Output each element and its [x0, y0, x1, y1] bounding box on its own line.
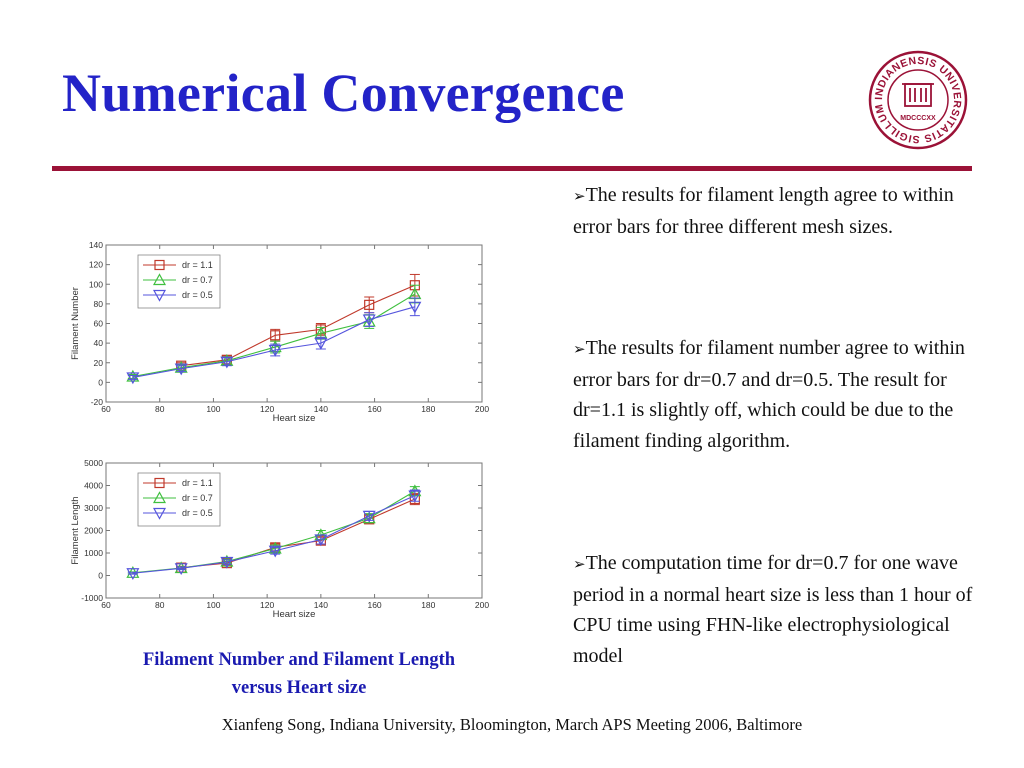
filament-number-chart: -20 0 20 40 60 80 100 120 140 60 80 100 120 140 160 180…: [62, 235, 502, 425]
x-tick-label: 100: [206, 404, 220, 414]
x-tick-label: 120: [260, 600, 274, 610]
bullet-2: ➢The results for filament number agree t…: [573, 333, 993, 456]
legend-label: dr = 0.7: [182, 275, 213, 285]
legend-box: [137, 472, 221, 527]
y-tick-label: 0: [98, 571, 103, 581]
data-point: [174, 360, 188, 373]
bullet-2-text: The results for filament number agree to…: [573, 337, 965, 452]
data-point: [364, 299, 375, 310]
y-axis-label: Filament Number: [70, 287, 81, 360]
data-point: [268, 344, 282, 357]
seal-ring-text: INDIANENSIS UNIVERSITATIS SIGILLUM: [873, 55, 963, 145]
legend-label: dr = 0.5: [182, 508, 213, 518]
y-axis-label: Filament Length: [70, 496, 81, 564]
legend-box: [137, 254, 221, 309]
x-tick-label: 180: [421, 404, 435, 414]
x-tick-label: 60: [101, 600, 111, 610]
data-point: [314, 338, 328, 350]
series-3: [126, 297, 422, 385]
y-tick-label: 4000: [84, 481, 103, 491]
legend-marker: [152, 273, 167, 286]
seal-emblem-icon: [902, 83, 934, 107]
y-tick-label: -20: [91, 397, 104, 407]
data-point: [362, 314, 376, 327]
x-tick-label: 80: [155, 404, 165, 414]
seal-outer-ring: [868, 50, 968, 150]
bullet-arrow-icon: ➢: [573, 555, 586, 573]
y-tick-label: 0: [98, 377, 103, 387]
seal-ring-textpath: INDIANENSIS UNIVERSITATIS SIGILLUM: [873, 55, 963, 145]
series-3: [126, 489, 422, 580]
x-tick-label: 120: [260, 404, 274, 414]
bullet-arrow-icon: ➢: [573, 187, 586, 205]
y-tick-label: 120: [89, 260, 103, 270]
series-line: [181, 498, 416, 569]
y-tick-label: 80: [94, 299, 104, 309]
bullet-3-text: The computation time for dr=0.7 for one …: [573, 552, 973, 667]
x-tick-label: 160: [367, 404, 381, 414]
filament-length-chart: -1000 0 1000 2000 3000 4000 5000 60 80 100 120 140 1…: [62, 453, 502, 625]
y-tick-label: 5000: [84, 458, 103, 468]
x-tick-label: 200: [475, 404, 489, 414]
legend-marker: [154, 477, 165, 489]
seal-year-text: MDCCCXX: [900, 115, 936, 122]
data-point: [270, 330, 281, 341]
data-point: [408, 301, 422, 314]
legend-label: dr = 1.1: [182, 478, 213, 488]
bullet-3: ➢The computation time for dr=0.7 for one…: [573, 548, 993, 671]
bullet-1-text: The results for filament length agree to…: [573, 184, 954, 238]
data-point: [220, 556, 234, 569]
legend-marker: [154, 259, 165, 271]
y-tick-label: 100: [89, 279, 103, 289]
legend-label: dr = 0.5: [182, 290, 213, 300]
x-tick-label: 80: [155, 600, 165, 610]
figure-caption: Filament Number and Filament Length vers…: [100, 646, 498, 702]
x-tick-label: 140: [314, 404, 328, 414]
x-tick-label: 60: [101, 404, 111, 414]
data-point: [362, 510, 376, 523]
y-tick-label: 60: [94, 319, 104, 329]
y-tick-label: 1000: [84, 548, 103, 558]
chart-background: [62, 453, 502, 625]
y-tick-label: 2000: [84, 526, 103, 536]
legend-label: dr = 1.1: [182, 260, 213, 270]
legend-marker: [152, 507, 167, 520]
y-tick-label: 20: [94, 358, 104, 368]
data-point: [314, 534, 328, 547]
legend-marker: [152, 289, 167, 302]
data-point: [220, 356, 234, 369]
university-seal-icon: INDIANENSIS UNIVERSITATIS SIGILLUM MDCCC…: [868, 50, 968, 150]
title-divider: [52, 166, 972, 171]
caption-line-1: Filament Number and Filament Length: [142, 650, 456, 670]
x-tick-label: 180: [421, 600, 435, 610]
chart-background: [62, 235, 502, 425]
x-tick-label: 100: [206, 600, 220, 610]
bullet-1: ➢The results for filament length agree t…: [573, 180, 993, 242]
x-axis-label: Heart size: [273, 413, 316, 424]
data-point: [126, 568, 140, 580]
data-point: [268, 545, 282, 558]
slide-footer: Xianfeng Song, Indiana University, Bloom…: [221, 715, 803, 734]
data-point: [174, 363, 188, 376]
x-tick-label: 160: [367, 600, 381, 610]
x-tick-label: 140: [314, 600, 328, 610]
data-point: [408, 490, 422, 503]
legend-marker: [152, 491, 167, 504]
y-tick-label: 40: [94, 338, 104, 348]
y-tick-label: 3000: [84, 503, 103, 513]
seal-inner-ring: [887, 69, 949, 131]
data-point: [126, 372, 140, 385]
y-tick-label: 140: [89, 240, 103, 250]
bullet-arrow-icon: ➢: [573, 340, 586, 358]
series-line: [181, 284, 416, 367]
x-axis-label: Heart size: [273, 609, 316, 620]
data-point: [174, 563, 188, 576]
y-tick-label: -1000: [81, 593, 103, 603]
x-tick-label: 200: [475, 600, 489, 610]
slide-title: Numerical Convergence: [62, 63, 625, 123]
caption-line-2: versus Heart size: [231, 678, 367, 698]
legend-label: dr = 0.7: [182, 493, 213, 503]
